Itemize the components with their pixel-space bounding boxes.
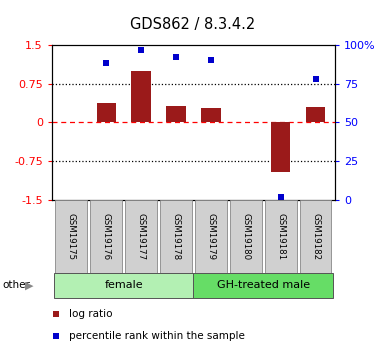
Bar — [90, 200, 122, 273]
Bar — [54, 273, 193, 298]
Bar — [300, 200, 331, 273]
Text: GSM19177: GSM19177 — [137, 213, 146, 260]
Text: GSM19182: GSM19182 — [311, 213, 320, 260]
Text: GSM19181: GSM19181 — [276, 213, 285, 260]
Bar — [166, 106, 186, 122]
Text: GSM19176: GSM19176 — [102, 213, 110, 260]
Text: GSM19178: GSM19178 — [171, 213, 181, 260]
Bar — [131, 71, 151, 122]
Bar — [271, 122, 290, 172]
Text: female: female — [104, 280, 143, 290]
Bar — [265, 200, 296, 273]
Text: GSM19175: GSM19175 — [67, 213, 76, 260]
Bar — [193, 273, 333, 298]
Bar — [195, 200, 227, 273]
Bar — [306, 107, 325, 122]
Text: ▶: ▶ — [25, 280, 33, 290]
Bar — [97, 103, 116, 122]
Text: other: other — [2, 280, 30, 290]
Text: GDS862 / 8.3.4.2: GDS862 / 8.3.4.2 — [130, 17, 255, 32]
Bar — [230, 200, 261, 273]
Text: GH-treated male: GH-treated male — [217, 280, 310, 290]
Bar — [201, 108, 221, 122]
Text: GSM19179: GSM19179 — [206, 213, 216, 260]
Bar — [160, 200, 192, 273]
Text: log ratio: log ratio — [69, 309, 112, 319]
Text: GSM19180: GSM19180 — [241, 213, 250, 260]
Text: percentile rank within the sample: percentile rank within the sample — [69, 331, 245, 341]
Bar — [126, 200, 157, 273]
Bar — [55, 200, 87, 273]
